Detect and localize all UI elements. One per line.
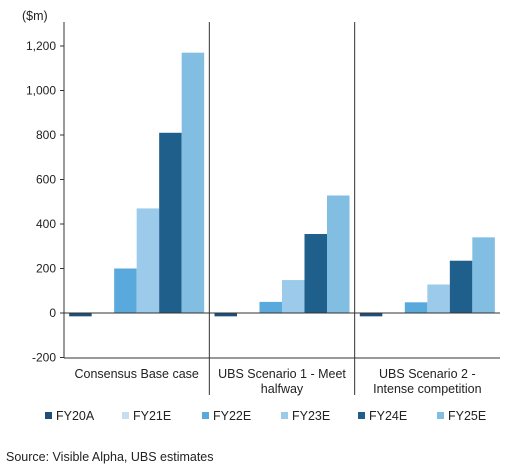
bar-fy24e <box>449 260 473 313</box>
y-tick-label: 600 <box>36 173 56 187</box>
source-note: Source: Visible Alpha, UBS estimates <box>6 450 214 464</box>
category-label: UBS Scenario 1 - Meet <box>218 367 346 381</box>
y-tick-label: 400 <box>36 217 56 231</box>
bar-fy23e <box>427 284 450 313</box>
legend-label-fy23e: FY23E <box>292 409 330 423</box>
legend-label-fy24e: FY24E <box>369 409 407 423</box>
bar-fy22e <box>259 301 282 313</box>
bar-fy22e <box>404 302 428 313</box>
legend-swatch-fy23e <box>281 412 288 419</box>
legend-swatch-fy21e <box>122 412 129 419</box>
bar-fy24e <box>159 132 182 313</box>
y-tick-label: 200 <box>36 262 56 276</box>
legend: FY20A FY21E FY22E FY23E FY24E FY25E <box>45 409 486 423</box>
bar-fy20a <box>214 313 237 317</box>
bar-fy22e <box>114 268 137 313</box>
bar-fy23e <box>282 280 305 313</box>
y-tick-label: 800 <box>36 128 56 142</box>
category-label: Intense competition <box>373 382 481 396</box>
y-axis-ticks: -200 0 200 400 600 800 1,000 1,200 <box>26 39 64 365</box>
category-label: halfway <box>261 382 304 396</box>
y-axis-unit-label: ($m) <box>22 9 48 23</box>
category-labels: Consensus Base case UBS Scenario 1 - Meet… <box>74 367 481 396</box>
legend-label-fy25e: FY25E <box>448 409 486 423</box>
bar-fy23e <box>136 208 160 313</box>
bar-fy20a <box>69 313 92 317</box>
bar-fy25e <box>472 237 495 313</box>
bar-fy25e <box>327 195 350 313</box>
bar-fy24e <box>304 234 327 313</box>
legend-label-fy22e: FY22E <box>213 409 251 423</box>
legend-swatch-fy25e <box>437 412 444 419</box>
bars <box>69 52 495 317</box>
y-tick-label: 0 <box>49 306 56 320</box>
legend-label-fy21e: FY21E <box>133 409 171 423</box>
legend-swatch-fy22e <box>202 412 209 419</box>
legend-label-fy20a: FY20A <box>56 409 95 423</box>
axes <box>63 22 500 395</box>
bar-fy25e <box>181 52 205 314</box>
category-label: Consensus Base case <box>74 367 198 381</box>
category-label: UBS Scenario 2 - <box>379 367 476 381</box>
y-tick-label: 1,200 <box>26 39 56 53</box>
y-tick-label: -200 <box>32 351 56 365</box>
legend-swatch-fy20a <box>45 412 52 419</box>
y-tick-label: 1,000 <box>26 84 56 98</box>
legend-swatch-fy24e <box>358 412 365 419</box>
bar-fy20a <box>359 313 383 317</box>
